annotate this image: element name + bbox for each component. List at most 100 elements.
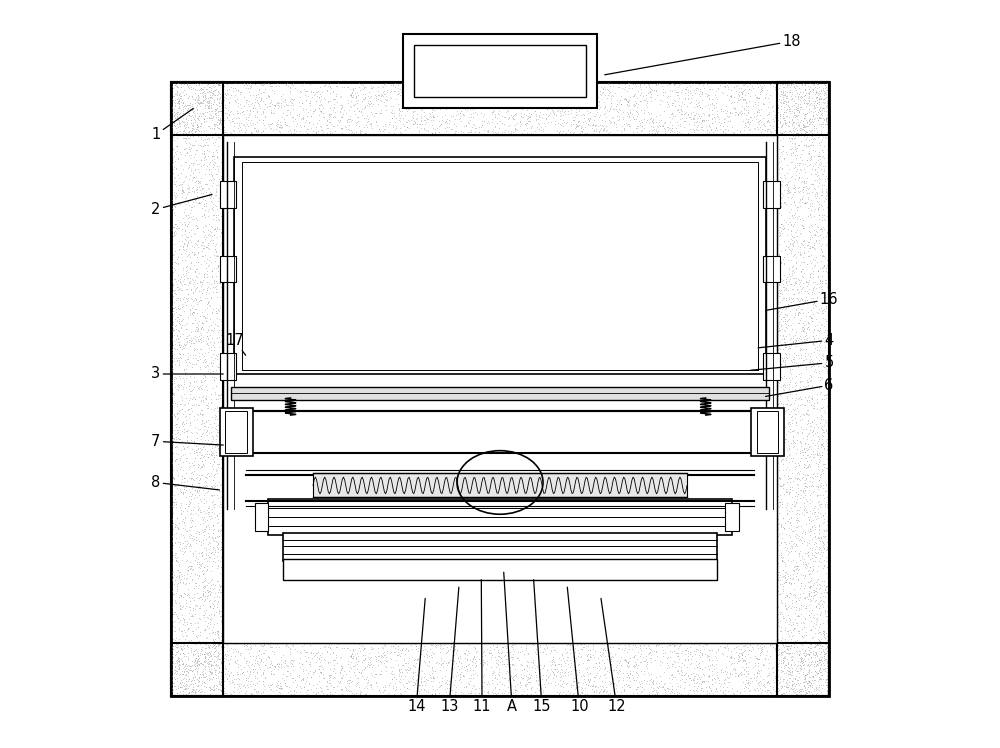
- Point: [326, 94, 342, 105]
- Point: [181, 109, 197, 121]
- Point: [185, 686, 201, 698]
- Point: [810, 332, 826, 344]
- Point: [189, 181, 205, 193]
- Point: [773, 447, 789, 459]
- Point: [369, 418, 385, 430]
- Point: [600, 430, 616, 442]
- Point: [559, 678, 575, 690]
- Point: [670, 408, 686, 420]
- Point: [195, 568, 211, 580]
- Point: [719, 111, 735, 123]
- Point: [787, 82, 803, 94]
- Point: [212, 132, 228, 144]
- Point: [783, 171, 799, 183]
- Point: [737, 640, 753, 652]
- Point: [783, 355, 799, 367]
- Point: [187, 685, 203, 697]
- Point: [327, 125, 343, 137]
- Point: [421, 656, 437, 668]
- Point: [255, 106, 271, 118]
- Point: [765, 105, 781, 117]
- Point: [214, 337, 230, 349]
- Point: [713, 441, 729, 453]
- Point: [204, 653, 220, 665]
- Point: [262, 117, 278, 129]
- Point: [210, 640, 226, 652]
- Point: [198, 416, 214, 428]
- Point: [391, 102, 407, 114]
- Point: [199, 448, 215, 460]
- Point: [210, 649, 226, 661]
- Point: [788, 165, 804, 177]
- Point: [178, 688, 194, 700]
- Point: [445, 94, 461, 105]
- Point: [681, 678, 697, 690]
- Point: [196, 138, 212, 150]
- Point: [596, 683, 612, 695]
- Point: [773, 660, 789, 672]
- Point: [353, 687, 369, 699]
- Point: [193, 671, 209, 683]
- Point: [202, 225, 218, 237]
- Point: [168, 319, 184, 331]
- Point: [785, 287, 801, 299]
- Point: [817, 173, 833, 185]
- Point: [228, 645, 244, 657]
- Point: [785, 452, 801, 464]
- Point: [649, 408, 665, 420]
- Point: [554, 666, 570, 678]
- Point: [209, 401, 225, 413]
- Point: [497, 99, 513, 111]
- Point: [650, 78, 666, 90]
- Point: [799, 154, 815, 166]
- Point: [790, 91, 806, 103]
- Point: [784, 381, 800, 393]
- Point: [819, 660, 835, 672]
- Point: [706, 99, 722, 111]
- Point: [819, 536, 835, 548]
- Point: [399, 428, 415, 440]
- Point: [599, 409, 615, 421]
- Point: [795, 129, 811, 141]
- Point: [783, 156, 799, 168]
- Point: [238, 436, 254, 448]
- Point: [241, 86, 257, 98]
- Point: [180, 565, 196, 577]
- Point: [194, 316, 210, 328]
- Point: [202, 600, 218, 612]
- Point: [446, 414, 462, 426]
- Point: [188, 631, 204, 643]
- Point: [255, 675, 271, 687]
- Point: [190, 322, 206, 334]
- Point: [191, 446, 207, 458]
- Point: [802, 595, 818, 607]
- Point: [291, 435, 307, 447]
- Point: [195, 310, 211, 322]
- Point: [448, 120, 464, 132]
- Point: [777, 125, 793, 137]
- Point: [811, 354, 827, 366]
- Point: [681, 422, 697, 434]
- Point: [643, 408, 659, 420]
- Point: [643, 649, 659, 661]
- Point: [771, 152, 787, 164]
- Point: [809, 658, 825, 670]
- Point: [167, 381, 183, 393]
- Point: [180, 106, 196, 118]
- Point: [350, 675, 366, 687]
- Point: [182, 304, 198, 316]
- Point: [746, 438, 762, 450]
- Point: [559, 78, 575, 90]
- Point: [197, 643, 213, 654]
- Point: [189, 183, 205, 194]
- Point: [614, 408, 630, 420]
- Point: [230, 122, 246, 134]
- Point: [468, 94, 484, 106]
- Point: [709, 409, 725, 421]
- Point: [163, 215, 179, 227]
- Point: [475, 85, 491, 97]
- Point: [671, 92, 687, 104]
- Point: [778, 428, 794, 440]
- Point: [170, 641, 186, 653]
- Point: [273, 426, 289, 438]
